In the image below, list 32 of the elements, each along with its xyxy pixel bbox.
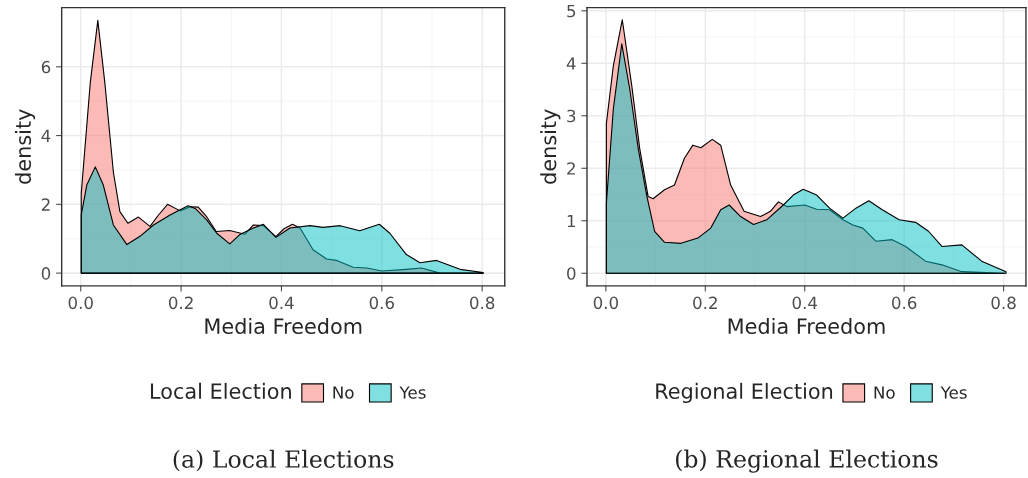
y-tick-label: 0 bbox=[41, 267, 51, 280]
legend-title: Regional Election bbox=[656, 382, 833, 404]
y-tick-label: 4 bbox=[41, 129, 51, 142]
x-tick-label: 0.0 bbox=[68, 296, 93, 310]
x-tick-label: 0.8 bbox=[991, 296, 1016, 310]
legend-label: No bbox=[333, 386, 354, 399]
y-tick-label: 0 bbox=[567, 267, 576, 280]
legend-title: Local Election bbox=[150, 382, 291, 399]
x-tick-label: 0.4 bbox=[269, 296, 294, 310]
x-axis-title: Media Freedom bbox=[728, 317, 885, 335]
y-tick-label: 2 bbox=[567, 162, 575, 175]
legend-label: Yes bbox=[399, 386, 426, 399]
y-tick-label: 5 bbox=[567, 4, 576, 18]
text: (b) Regional Elections bbox=[676, 449, 938, 473]
x-axis-title: Media Freedom bbox=[205, 317, 362, 335]
x-tick-label: 0.2 bbox=[693, 296, 717, 310]
y-tick-label: 2 bbox=[41, 198, 50, 211]
y-axis-title: density bbox=[14, 109, 36, 184]
legend-label: No bbox=[874, 386, 895, 399]
x-tick-label: 0.0 bbox=[593, 296, 619, 310]
legend-label: Yes bbox=[940, 386, 967, 399]
x-tick-label: 0.4 bbox=[792, 296, 818, 310]
x-tick-label: 0.6 bbox=[892, 296, 917, 310]
y-tick-label: 1 bbox=[567, 214, 576, 228]
y-tick-label: 6 bbox=[41, 60, 51, 74]
y-axis-title: density bbox=[540, 109, 561, 184]
y-tick-label: 3 bbox=[567, 109, 576, 123]
text: (a) Local Elections bbox=[173, 449, 394, 472]
y-tick-label: 4 bbox=[566, 57, 576, 70]
x-tick-label: 0.2 bbox=[168, 296, 193, 310]
x-tick-label: 0.8 bbox=[470, 296, 495, 310]
x-tick-label: 0.6 bbox=[369, 296, 395, 310]
